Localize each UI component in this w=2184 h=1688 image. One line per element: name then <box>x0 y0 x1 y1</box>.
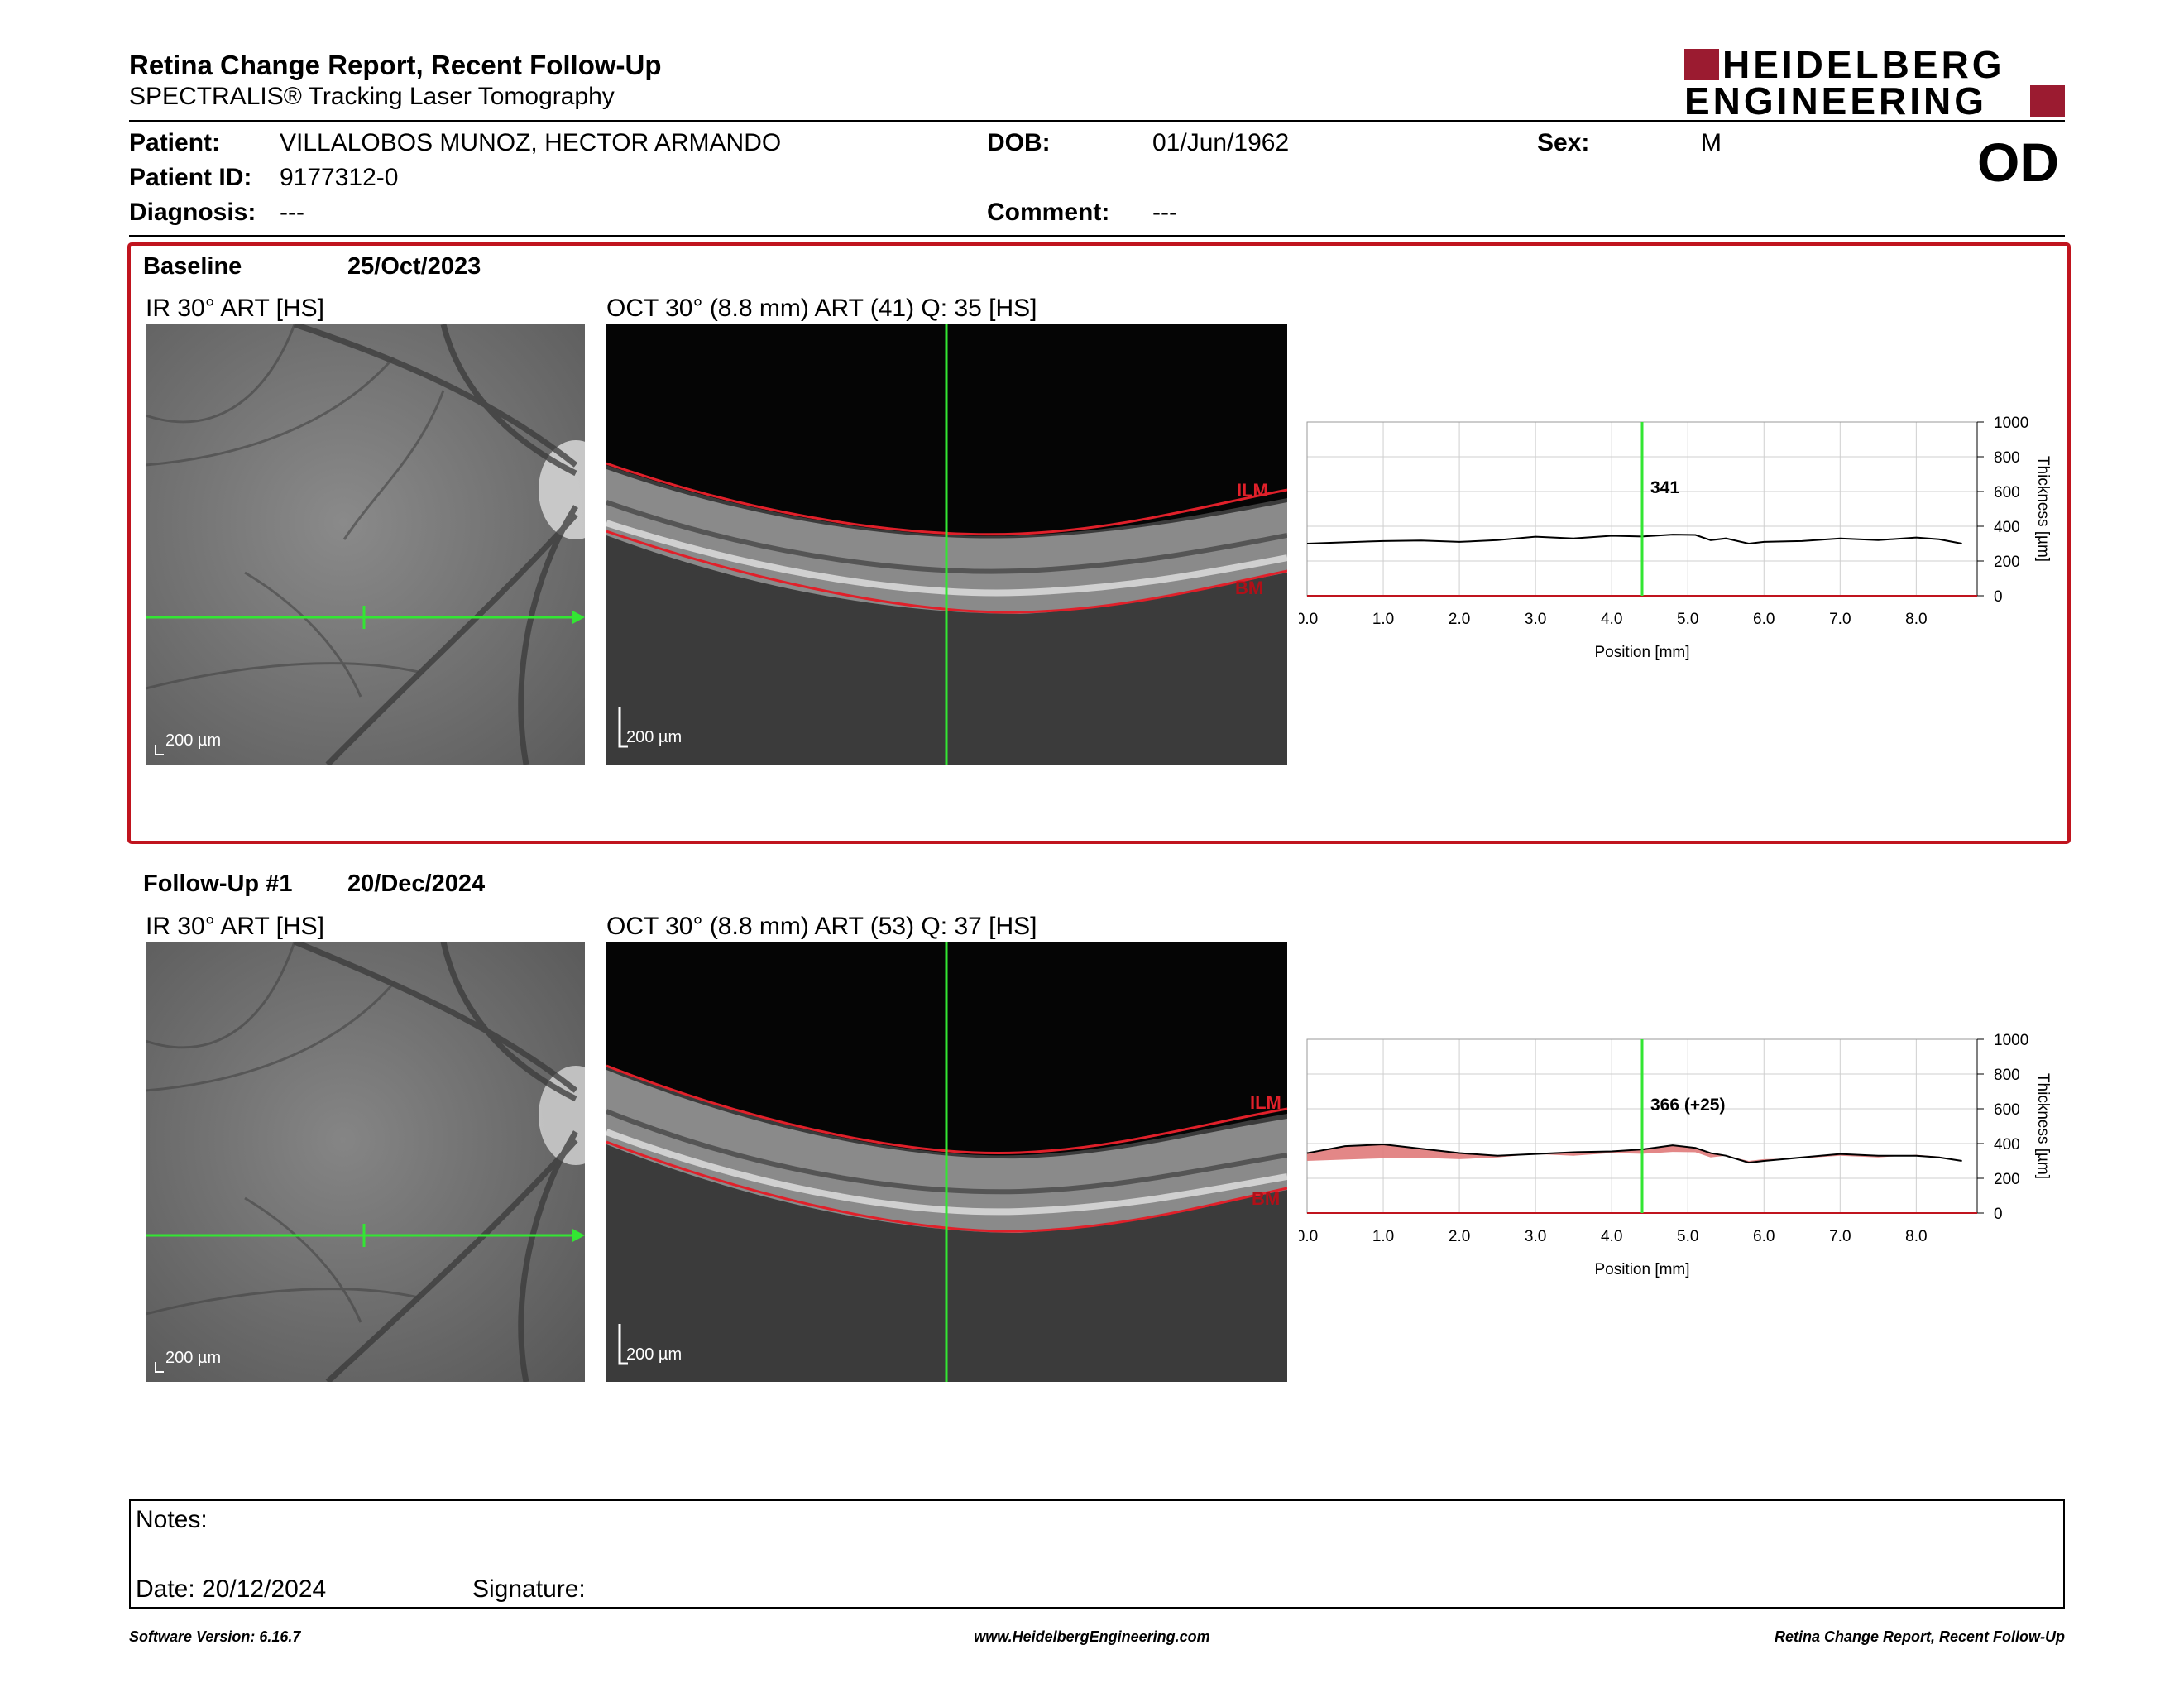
footer-report-name: Retina Change Report, Recent Follow-Up <box>1774 1628 2065 1645</box>
baseline-label: Baseline <box>143 253 242 280</box>
y-tick-label: 800 <box>1994 1067 2020 1084</box>
x-tick-label: 6.0 <box>1753 611 1774 628</box>
baseline-bm-label: BM <box>1235 578 1264 598</box>
sex-label: Sex: <box>1537 129 1590 156</box>
y-tick-label: 1000 <box>1994 1032 2028 1049</box>
followup-ir-fundus-drawing <box>146 942 585 1382</box>
y-tick-label: 800 <box>1994 449 2020 467</box>
y-tick-label: 200 <box>1994 554 2020 571</box>
baseline-date: 25/Oct/2023 <box>347 253 481 280</box>
x-tick-label: 5.0 <box>1677 1228 1698 1245</box>
x-tick-label: 0.0 <box>1299 611 1318 628</box>
x-tick-label: 4.0 <box>1601 611 1622 628</box>
heidelberg-logo: HEIDELBERG ENGINEERING <box>1684 43 2065 122</box>
followup-ir-scale: 200 µm <box>165 1349 222 1367</box>
x-tick-label: 3.0 <box>1525 611 1546 628</box>
followup-date: 20/Dec/2024 <box>347 870 486 897</box>
cursor-thickness-label: 366 (+25) <box>1650 1096 1725 1115</box>
report-title: Retina Change Report, Recent Follow-Up <box>129 50 662 80</box>
logo-line2: ENGINEERING <box>1684 79 1988 122</box>
y-tick-label: 200 <box>1994 1171 2020 1188</box>
baseline-oct-image[interactable]: ILM BM 200 µm <box>606 324 1287 765</box>
baseline-oct-scale: 200 µm <box>626 728 682 746</box>
dob-value: 01/Jun/1962 <box>1152 129 1290 156</box>
comment-value: --- <box>1152 199 1177 226</box>
y-tick-label: 600 <box>1994 1101 2020 1119</box>
footer-website: www.HeidelbergEngineering.com <box>974 1628 1210 1645</box>
baseline-ir-fundus-drawing <box>146 324 585 765</box>
patient-id-label: Patient ID: <box>129 164 252 191</box>
logo-line1: HEIDELBERG <box>1722 43 2005 86</box>
y-tick-label: 0 <box>1994 588 2003 606</box>
baseline-thickness-chart: 0 200 400 600 800 1000 0.0 1.0 2.0 3.0 4.0 5.0 6.0 7.… <box>1299 415 2052 661</box>
y-tick-label: 400 <box>1994 1136 2020 1153</box>
y-tick-label: 0 <box>1994 1206 2003 1223</box>
y-axis-label: Thickness [µm] <box>2034 456 2052 562</box>
baseline-oct-bscan-drawing <box>606 324 1287 765</box>
baseline-ir-scale: 200 µm <box>165 731 222 750</box>
x-tick-label: 1.0 <box>1372 1228 1394 1245</box>
x-tick-label: 0.0 <box>1299 1228 1318 1245</box>
y-axis-label: Thickness [µm] <box>2034 1073 2052 1179</box>
eye-indicator: OD <box>1977 132 2059 193</box>
diagnosis-label: Diagnosis: <box>129 199 256 226</box>
x-tick-label: 8.0 <box>1905 611 1927 628</box>
baseline-section-frame <box>127 242 2071 844</box>
followup-ilm-label: ILM <box>1250 1092 1281 1113</box>
x-tick-label: 4.0 <box>1601 1228 1622 1245</box>
x-tick-label: 6.0 <box>1753 1228 1774 1245</box>
patient-divider <box>129 235 2065 237</box>
comment-label: Comment: <box>987 199 1110 226</box>
cursor-thickness-label: 341 <box>1650 478 1679 497</box>
baseline-oct-label: OCT 30° (8.8 mm) ART (41) Q: 35 [HS] <box>606 295 1037 322</box>
y-tick-label: 600 <box>1994 484 2020 501</box>
x-axis-label: Position [mm] <box>1594 1261 1689 1278</box>
baseline-ir-image[interactable]: 200 µm <box>146 324 585 765</box>
notes-box[interactable]: Notes: Date: 20/12/2024 Signature: <box>129 1499 2065 1609</box>
followup-oct-image[interactable]: ILM BM 200 µm <box>606 942 1287 1382</box>
followup-label: Follow-Up #1 <box>143 870 293 897</box>
x-tick-label: 5.0 <box>1677 611 1698 628</box>
x-tick-label: 3.0 <box>1525 1228 1546 1245</box>
notes-date: Date: 20/12/2024 <box>136 1575 327 1603</box>
x-tick-label: 7.0 <box>1829 1228 1851 1245</box>
logo-square-top <box>1684 49 1719 80</box>
y-tick-label: 400 <box>1994 519 2020 536</box>
followup-ir-image[interactable]: 200 µm <box>146 942 585 1382</box>
logo-square-bottom <box>2030 85 2065 117</box>
header-divider <box>129 120 2065 122</box>
diagnosis-value: --- <box>280 199 304 226</box>
x-tick-label: 2.0 <box>1449 1228 1470 1245</box>
notes-label: Notes: <box>136 1506 208 1533</box>
patient-name: VILLALOBOS MUNOZ, HECTOR ARMANDO <box>280 129 782 156</box>
sex-value: M <box>1701 129 1722 156</box>
x-tick-label: 7.0 <box>1829 611 1851 628</box>
x-tick-label: 1.0 <box>1372 611 1394 628</box>
y-tick-label: 1000 <box>1994 415 2028 432</box>
thickness-line <box>1306 1144 1962 1164</box>
x-tick-label: 8.0 <box>1905 1228 1927 1245</box>
patient-id: 9177312-0 <box>280 164 399 191</box>
signature-label: Signature: <box>472 1575 586 1603</box>
report-subtitle: SPECTRALIS® Tracking Laser Tomography <box>129 83 615 110</box>
followup-oct-bscan-drawing <box>606 942 1287 1382</box>
followup-oct-label: OCT 30° (8.8 mm) ART (53) Q: 37 [HS] <box>606 913 1037 940</box>
footer-software-version: Software Version: 6.16.7 <box>129 1628 301 1645</box>
x-tick-label: 2.0 <box>1449 611 1470 628</box>
x-axis-label: Position [mm] <box>1594 644 1689 661</box>
thickness-line <box>1306 534 1962 545</box>
baseline-ir-label: IR 30° ART [HS] <box>146 295 324 322</box>
followup-thickness-chart: 0 200 400 600 800 1000 0.0 1.0 2.0 3.0 4.0 5.0 6.0 7.… <box>1299 1032 2052 1278</box>
baseline-ilm-label: ILM <box>1237 480 1268 501</box>
followup-bm-label: BM <box>1252 1188 1281 1209</box>
followup-ir-label: IR 30° ART [HS] <box>146 913 324 940</box>
dob-label: DOB: <box>987 129 1051 156</box>
followup-oct-scale: 200 µm <box>626 1345 682 1364</box>
patient-name-label: Patient: <box>129 129 221 156</box>
